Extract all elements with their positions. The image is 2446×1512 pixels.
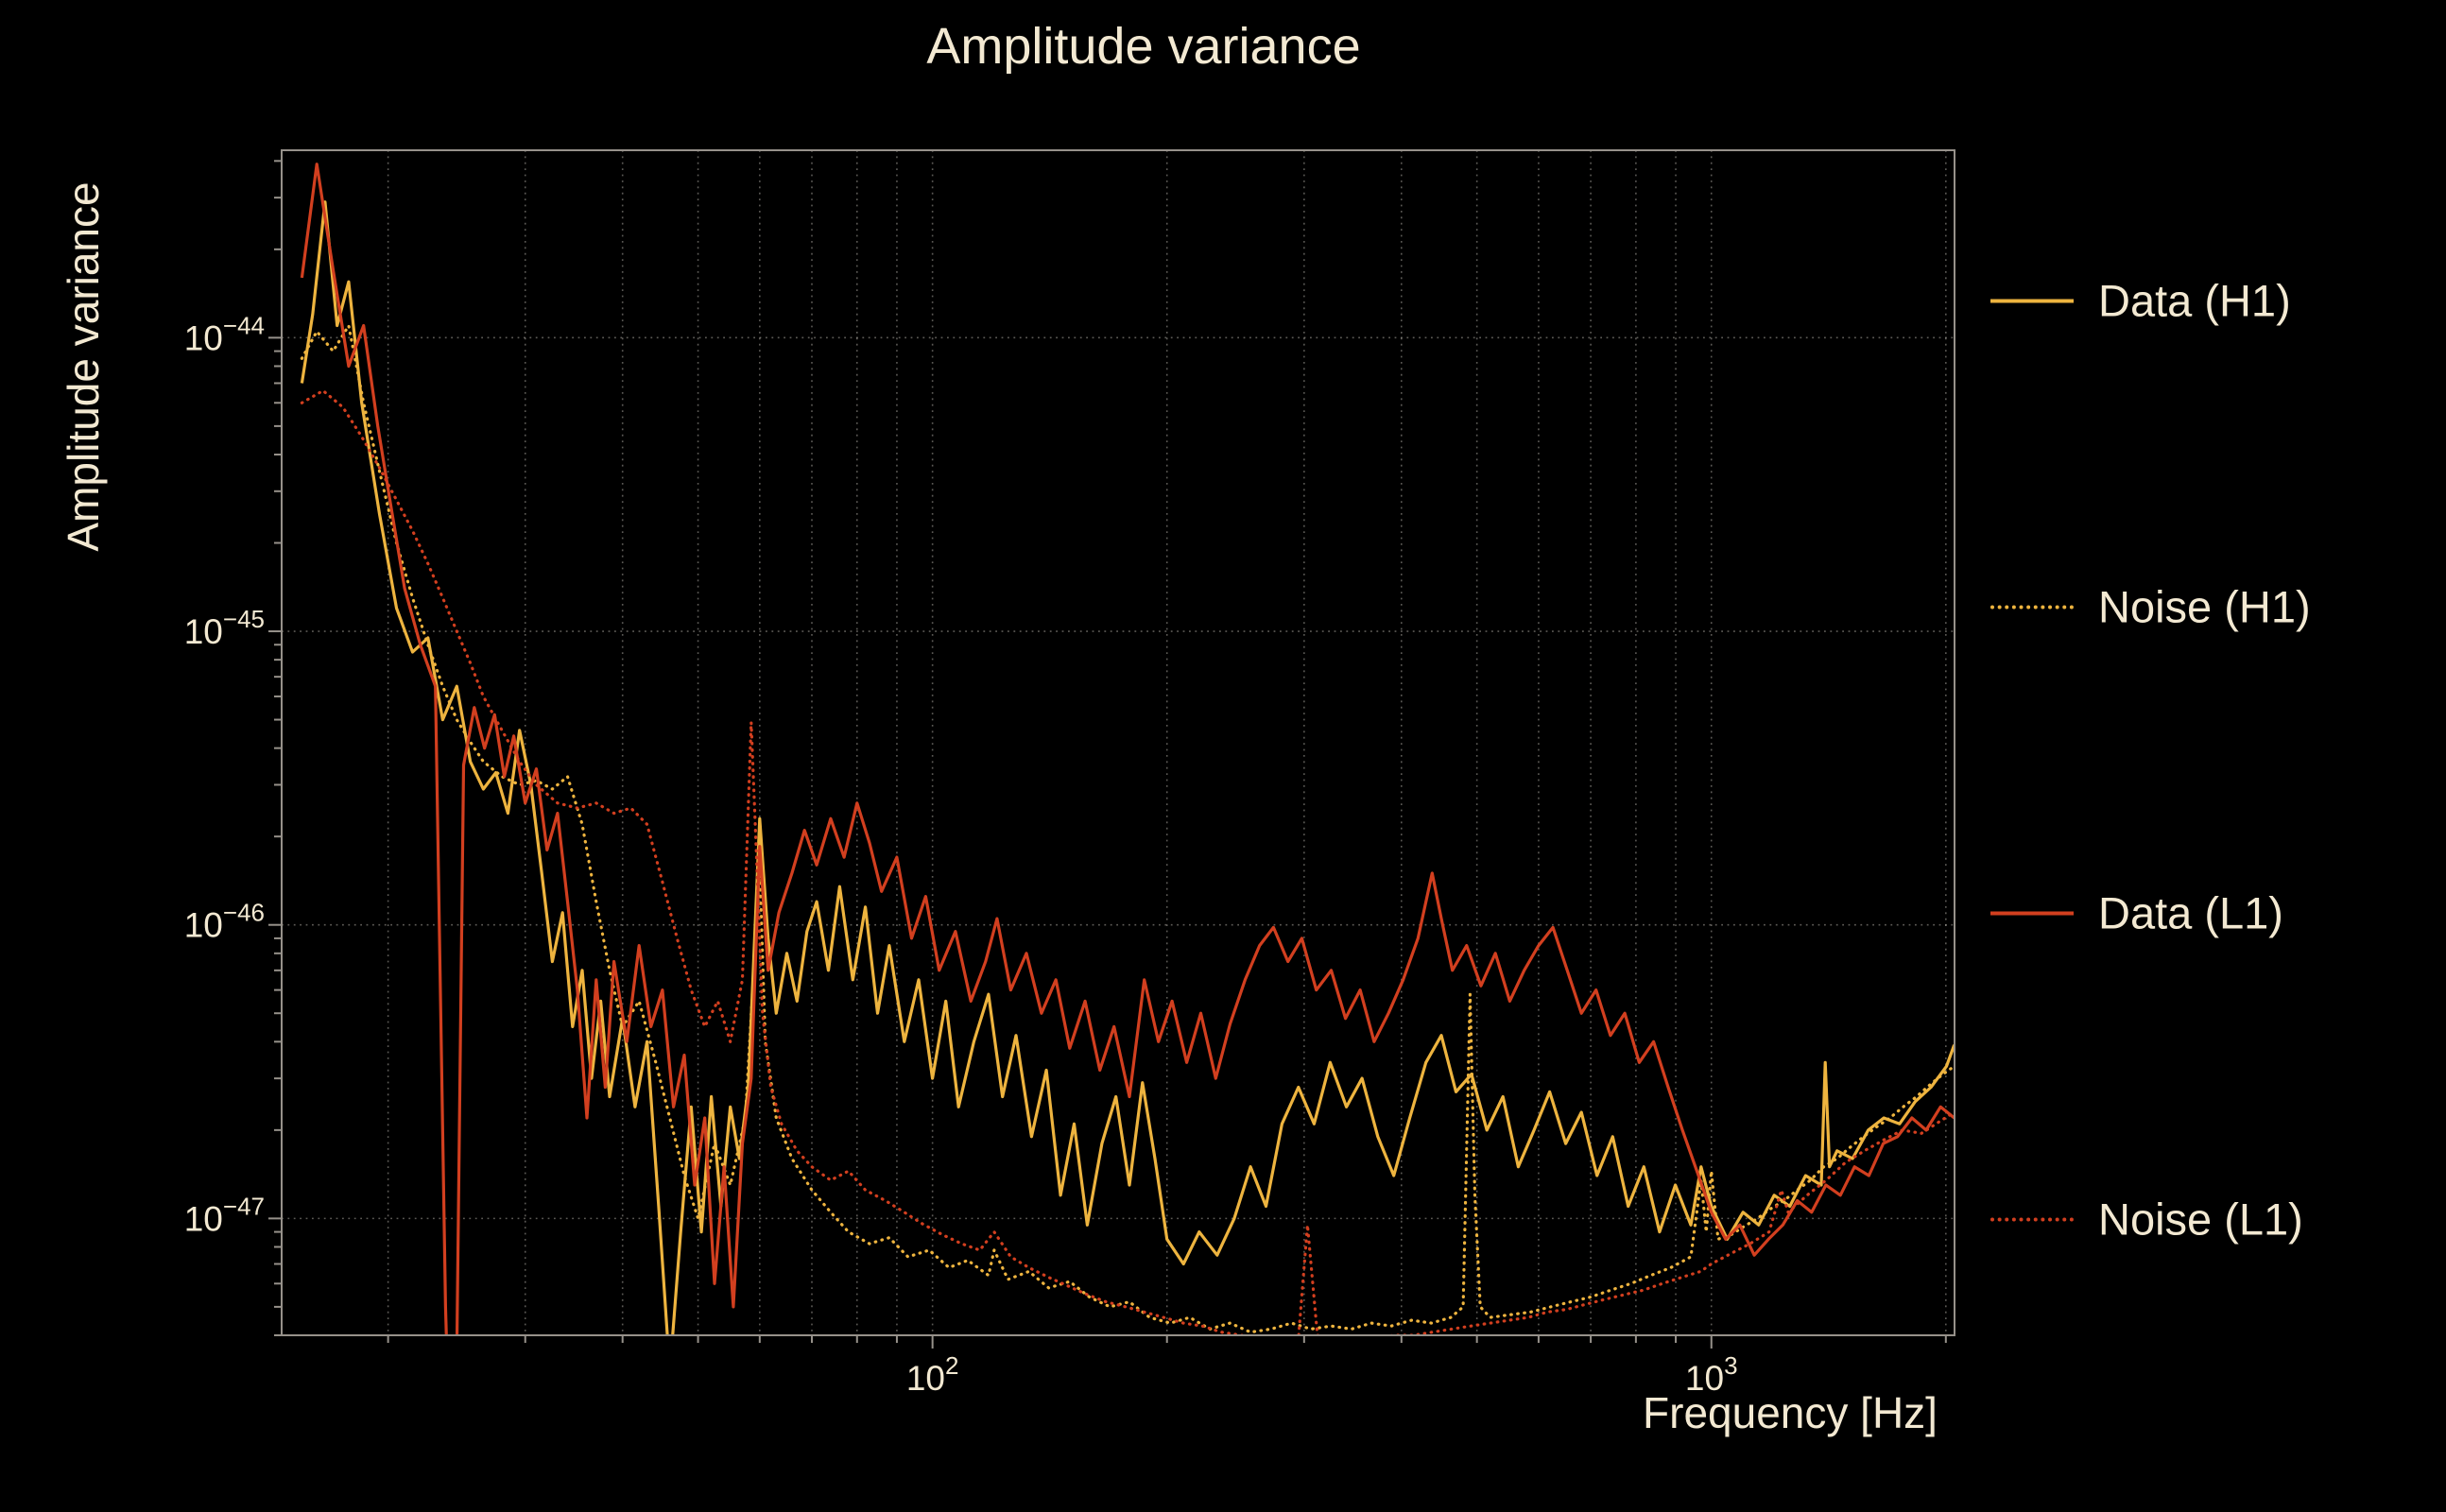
series-line	[300, 163, 1955, 1335]
series-line	[300, 388, 1955, 1335]
tick-label: 102	[906, 1351, 959, 1398]
x-axis-label: Frequency [Hz]	[1643, 1388, 1938, 1437]
tick-label: 10−45	[184, 605, 265, 651]
tick-label: 10−44	[184, 311, 265, 357]
chart-title: Amplitude variance	[926, 18, 1361, 75]
series-line	[300, 200, 1955, 1335]
tick-label: 10−46	[184, 899, 265, 945]
tick-label: 103	[1685, 1351, 1738, 1398]
tick-label: 10−47	[184, 1192, 265, 1238]
